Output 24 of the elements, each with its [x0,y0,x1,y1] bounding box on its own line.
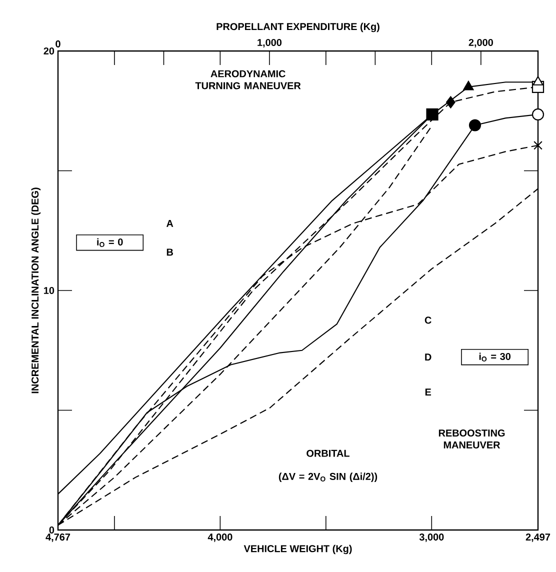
x-axis-title: VEHICLE WEIGHT (Kg) [244,544,352,554]
annotation: AERODYNAMIC TURNING MANEUVER [195,70,301,90]
annotation: D [425,354,432,361]
annotation: REBOOSTING MANEUVER [438,429,505,448]
x2-tick-label: 1,000 [258,38,282,48]
annotation: ORBITAL [306,450,350,457]
annotation: B [166,248,173,256]
x-tick-label: 4,000 [208,534,232,542]
annotation: i$_{O}$ = 0 [97,238,123,247]
annotation: (ΔV = 2V$_{O}$ SIN (Δi/2)) [278,472,378,482]
x2-tick-label: 0 [56,40,60,48]
y-tick-label: 10 [44,286,54,294]
y-tick-label: 0 [49,526,54,534]
annotation: E [425,388,432,396]
y-axis-title: INCREMENTAL INCLINATION ANGLE (DEG) [31,188,41,394]
x-tick-label: 4,767 [46,534,70,542]
x-tick-label: 2,497 [526,534,550,542]
x-tick-label: 3,000 [419,534,444,542]
annotation: C [424,316,432,324]
annotation: A [166,220,174,227]
x2-axis-title: PROPELLANT EXPENDITURE (Kg) [216,22,380,32]
annotation: i$_{O}$ = 30 [479,352,511,362]
x2-tick-label: 2,000 [468,38,493,48]
y-tick-label: 20 [44,47,54,55]
